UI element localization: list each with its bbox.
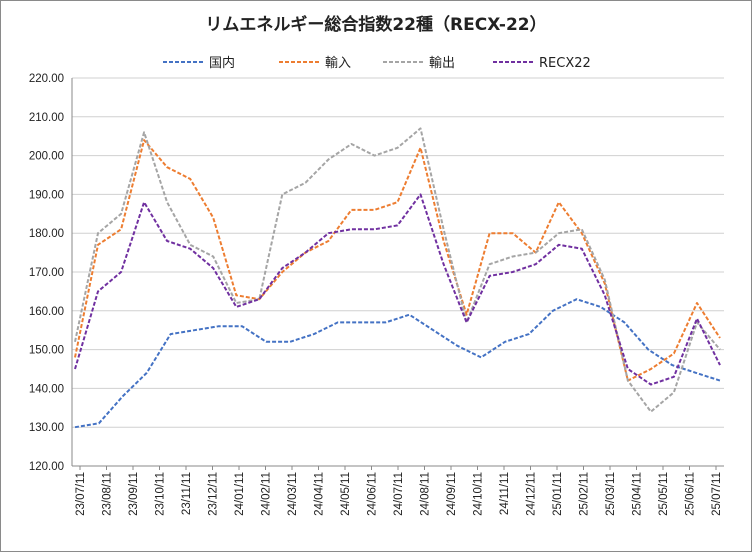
x-tick-label: 23/07/11 <box>75 472 87 516</box>
y-tick-label: 140.00 <box>29 383 64 395</box>
x-tick-label: 24/11/11 <box>499 472 511 515</box>
x-tick-label: 23/08/11 <box>102 472 114 516</box>
legend-label-4: RECX22 <box>539 56 591 71</box>
grid <box>72 77 724 467</box>
y-tick-label: 180.00 <box>29 228 64 240</box>
x-tick-label: 24/03/11 <box>287 472 299 516</box>
legend: 国内 輸入 輸出 RECX22 <box>163 55 591 71</box>
x-tick-label: 24/12/11 <box>526 472 538 516</box>
x-tick-label: 25/04/11 <box>632 472 644 516</box>
legend-label-1: 国内 <box>209 55 235 71</box>
legend-label-2: 輸入 <box>325 56 351 71</box>
y-tick-label: 170.00 <box>29 267 64 279</box>
chart-title: リムエネルギー総合指数22種（RECX-22） <box>205 14 546 35</box>
y-tick-label: 120.00 <box>29 461 64 473</box>
legend-label-3: 輸出 <box>429 56 455 71</box>
x-tick-label: 24/02/11 <box>261 472 273 516</box>
series-line-4 <box>74 193 721 386</box>
series-group <box>74 127 721 429</box>
y-tick-label: 160.00 <box>29 306 64 318</box>
x-tick-label: 25/01/11 <box>552 472 564 516</box>
x-tick-label: 25/06/11 <box>685 472 697 516</box>
y-tick-label: 190.00 <box>29 189 64 201</box>
x-tick-label: 24/08/11 <box>420 472 432 516</box>
y-tick-label: 210.00 <box>29 112 64 124</box>
y-tick-label: 130.00 <box>29 422 64 434</box>
y-tick-label: 220.00 <box>29 73 64 85</box>
x-tick-label: 25/03/11 <box>605 472 617 516</box>
y-tick-label: 150.00 <box>29 345 64 357</box>
axes: 220.00 210.00 200.00 190.00 180.00 170.00 160.… <box>29 73 724 516</box>
x-tick-label: 23/12/11 <box>208 472 220 516</box>
x-tick-label: 25/02/11 <box>579 472 591 516</box>
x-tick-label: 24/06/11 <box>367 472 379 516</box>
x-tick-label: 24/07/11 <box>393 472 405 516</box>
x-tick-label: 24/05/11 <box>340 472 352 516</box>
x-tick-label: 25/05/11 <box>658 472 670 516</box>
x-tick-label: 23/09/11 <box>128 472 140 516</box>
x-tick-label: 24/04/11 <box>314 472 326 516</box>
x-tick-label: 23/11/11 <box>181 472 193 515</box>
x-tick-label: 24/01/11 <box>234 472 246 516</box>
x-tick-label: 24/09/11 <box>446 472 458 516</box>
x-tick-label: 24/10/11 <box>473 472 485 516</box>
series-line-3 <box>74 127 721 413</box>
x-tick-label: 25/07/11 <box>711 472 723 516</box>
x-tick-label: 23/10/11 <box>155 472 167 516</box>
series-line-2 <box>74 139 721 382</box>
y-tick-label: 200.00 <box>29 151 64 163</box>
